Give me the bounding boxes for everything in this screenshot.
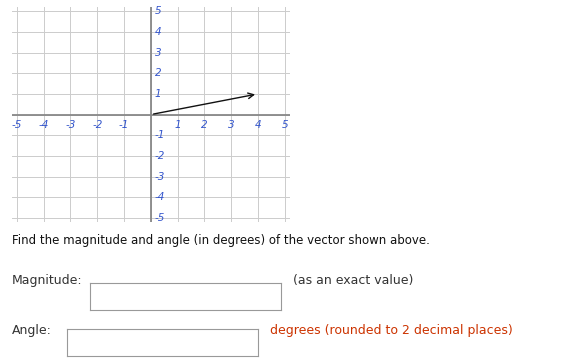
Text: -2: -2 <box>92 120 103 130</box>
Text: 5: 5 <box>155 6 161 16</box>
Text: -3: -3 <box>66 120 75 130</box>
Text: 3: 3 <box>155 48 161 58</box>
Text: -4: -4 <box>155 192 165 202</box>
Text: degrees (rounded to 2 decimal places): degrees (rounded to 2 decimal places) <box>270 324 513 337</box>
Text: Magnitude:: Magnitude: <box>12 274 82 287</box>
Text: -1: -1 <box>155 130 165 140</box>
Text: -4: -4 <box>38 120 49 130</box>
Text: -3: -3 <box>155 171 165 182</box>
Text: -1: -1 <box>119 120 129 130</box>
Text: Angle:: Angle: <box>12 324 52 337</box>
Text: 2: 2 <box>201 120 208 130</box>
Text: -5: -5 <box>12 120 22 130</box>
Text: 4: 4 <box>155 27 161 37</box>
Text: 3: 3 <box>228 120 234 130</box>
Text: 4: 4 <box>255 120 261 130</box>
Text: 2: 2 <box>155 68 161 78</box>
Text: 1: 1 <box>155 89 161 99</box>
Text: Find the magnitude and angle (in degrees) of the vector shown above.: Find the magnitude and angle (in degrees… <box>12 234 429 247</box>
Text: (as an exact value): (as an exact value) <box>293 274 414 287</box>
Text: -2: -2 <box>155 151 165 161</box>
Text: 5: 5 <box>281 120 288 130</box>
Text: -5: -5 <box>155 213 165 223</box>
Text: 1: 1 <box>174 120 181 130</box>
